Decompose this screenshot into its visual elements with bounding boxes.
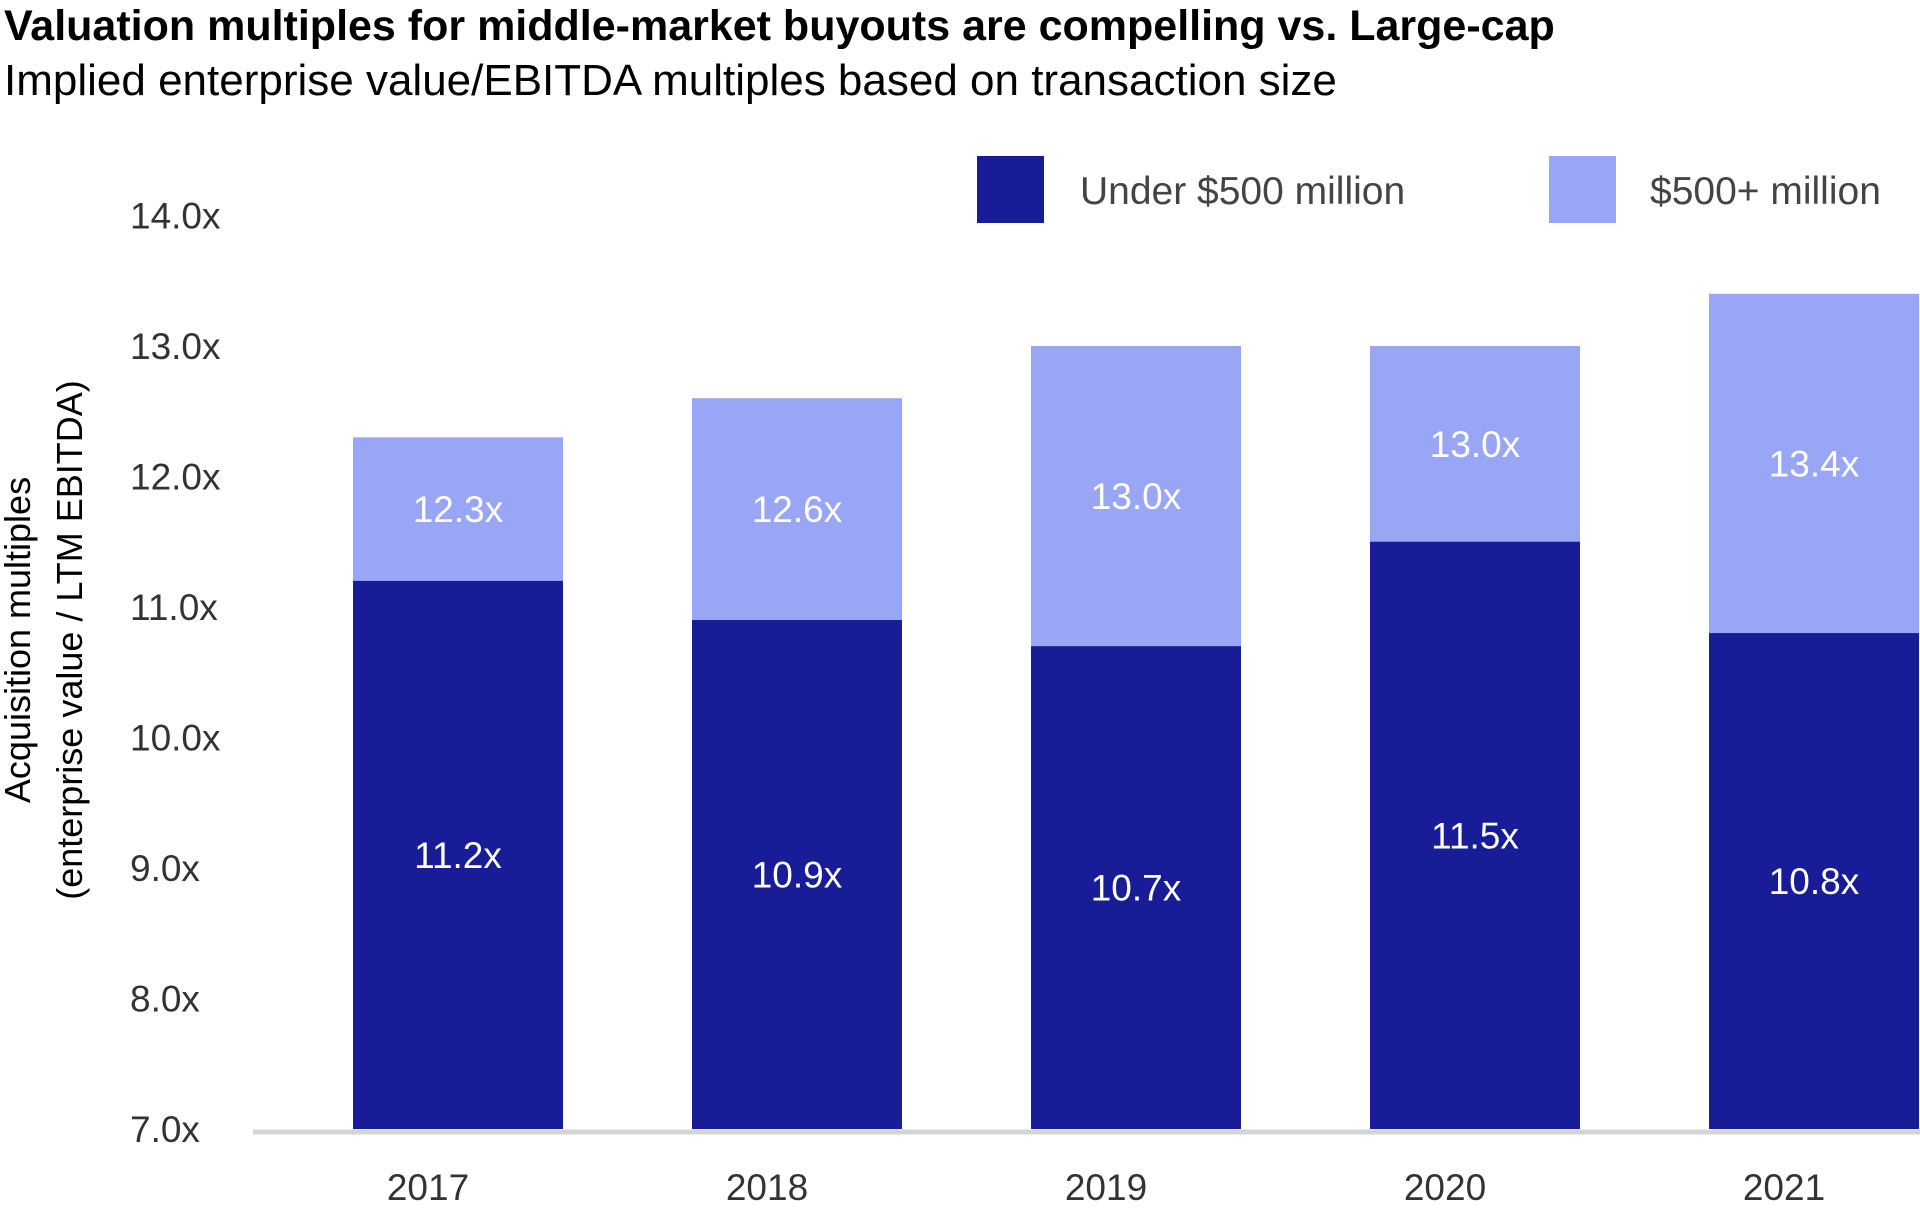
bar-under-500-million bbox=[1031, 646, 1241, 1129]
y-axis-label: Acquisition multiples (enterprise value … bbox=[0, 380, 90, 900]
chart-subtitle: Implied enterprise value/EBITDA multiple… bbox=[4, 56, 1337, 105]
data-label-under-500: 10.9x bbox=[752, 855, 843, 896]
data-label-under-500: 10.8x bbox=[1769, 861, 1860, 902]
x-tick-label: 2019 bbox=[1065, 1167, 1147, 1208]
x-tick-label: 2020 bbox=[1404, 1167, 1486, 1208]
x-tick-label: 2017 bbox=[387, 1167, 469, 1208]
x-tick-label: 2021 bbox=[1743, 1167, 1825, 1208]
y-axis-label-line2: (enterprise value / LTM EBITDA) bbox=[49, 380, 90, 900]
y-tick-label: 12.0x bbox=[130, 457, 221, 498]
data-label-500-plus: 12.6x bbox=[752, 489, 843, 530]
bar-under-500-million bbox=[1370, 541, 1580, 1129]
data-label-under-500: 11.2x bbox=[414, 835, 502, 876]
bar-under-500-million bbox=[692, 620, 902, 1129]
y-tick-label: 7.0x bbox=[130, 1109, 200, 1150]
legend-label: Under $500 million bbox=[1080, 170, 1405, 213]
y-tick-label: 9.0x bbox=[130, 848, 200, 889]
legend-swatch bbox=[977, 156, 1044, 223]
bar-under-500-million bbox=[353, 580, 563, 1129]
y-tick-label: 10.0x bbox=[130, 718, 221, 759]
y-tick-label: 14.0x bbox=[130, 196, 221, 237]
legend-label: $500+ million bbox=[1650, 170, 1881, 213]
data-label-500-plus: 13.0x bbox=[1091, 476, 1182, 517]
data-label-under-500: 10.7x bbox=[1091, 868, 1182, 909]
data-label-under-500: 11.5x bbox=[1431, 815, 1519, 856]
y-axis-label-line1: Acquisition multiples bbox=[0, 477, 38, 803]
legend-swatch bbox=[1549, 156, 1616, 223]
bar-under-500-million bbox=[1709, 633, 1919, 1129]
data-label-500-plus: 13.4x bbox=[1769, 443, 1860, 484]
chart-title: Valuation multiples for middle-market bu… bbox=[4, 2, 1555, 50]
y-tick-label: 11.0x bbox=[130, 587, 218, 628]
x-tick-label: 2018 bbox=[726, 1167, 808, 1208]
data-label-500-plus: 13.0x bbox=[1430, 424, 1521, 465]
y-tick-label: 8.0x bbox=[130, 979, 200, 1020]
y-tick-label: 13.0x bbox=[130, 326, 221, 367]
data-label-500-plus: 12.3x bbox=[413, 489, 504, 530]
